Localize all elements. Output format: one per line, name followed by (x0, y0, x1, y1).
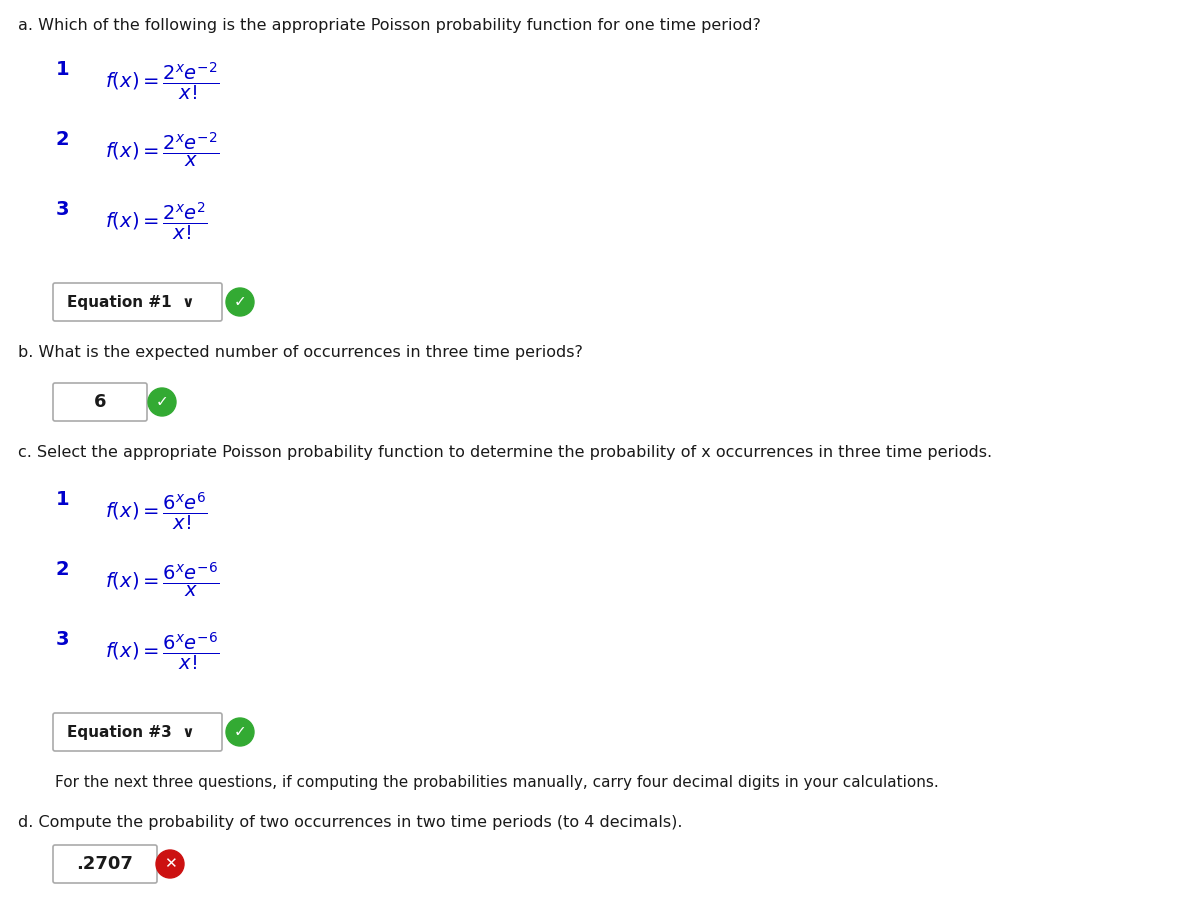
Text: d. Compute the probability of two occurrences in two time periods (to 4 decimals: d. Compute the probability of two occurr… (18, 815, 683, 830)
Circle shape (226, 718, 254, 746)
FancyBboxPatch shape (53, 383, 148, 421)
Text: $\mathbf{1}$: $\mathbf{1}$ (55, 60, 70, 79)
Text: $\mathbf{2}$: $\mathbf{2}$ (55, 560, 68, 579)
Text: $\mathbf{1}$: $\mathbf{1}$ (55, 490, 70, 509)
Text: $f(x) = \dfrac{6^x e^{-6}}{x!}$: $f(x) = \dfrac{6^x e^{-6}}{x!}$ (106, 630, 220, 672)
Text: ✓: ✓ (156, 395, 168, 410)
Text: a. Which of the following is the appropriate Poisson probability function for on: a. Which of the following is the appropr… (18, 18, 761, 33)
Text: $\mathbf{2}$: $\mathbf{2}$ (55, 130, 68, 149)
Text: ✕: ✕ (163, 857, 176, 871)
Text: b. What is the expected number of occurrences in three time periods?: b. What is the expected number of occurr… (18, 345, 583, 360)
Text: $\mathbf{3}$: $\mathbf{3}$ (55, 630, 70, 649)
Circle shape (226, 288, 254, 316)
Circle shape (148, 388, 176, 416)
Text: $f(x) = \dfrac{6^x e^{-6}}{x}$: $f(x) = \dfrac{6^x e^{-6}}{x}$ (106, 560, 220, 599)
Text: c. Select the appropriate Poisson probability function to determine the probabil: c. Select the appropriate Poisson probab… (18, 445, 992, 460)
Text: ✓: ✓ (234, 725, 246, 740)
FancyBboxPatch shape (53, 283, 222, 321)
Text: $f(x) = \dfrac{6^x e^{6}}{x!}$: $f(x) = \dfrac{6^x e^{6}}{x!}$ (106, 490, 208, 532)
Text: Equation #1  ∨: Equation #1 ∨ (67, 295, 194, 309)
Text: 6: 6 (94, 393, 107, 411)
Text: ✓: ✓ (234, 295, 246, 309)
Circle shape (156, 850, 184, 878)
FancyBboxPatch shape (53, 845, 157, 883)
Text: .2707: .2707 (77, 855, 133, 873)
Text: For the next three questions, if computing the probabilities manually, carry fou: For the next three questions, if computi… (55, 775, 938, 790)
FancyBboxPatch shape (53, 713, 222, 751)
Text: $f(x) = \dfrac{2^x e^{-2}}{x!}$: $f(x) = \dfrac{2^x e^{-2}}{x!}$ (106, 60, 220, 102)
Text: $f(x) = \dfrac{2^x e^{2}}{x!}$: $f(x) = \dfrac{2^x e^{2}}{x!}$ (106, 200, 208, 242)
Text: $f(x) = \dfrac{2^x e^{-2}}{x}$: $f(x) = \dfrac{2^x e^{-2}}{x}$ (106, 130, 220, 169)
Text: Equation #3  ∨: Equation #3 ∨ (67, 725, 194, 740)
Text: $\mathbf{3}$: $\mathbf{3}$ (55, 200, 70, 219)
